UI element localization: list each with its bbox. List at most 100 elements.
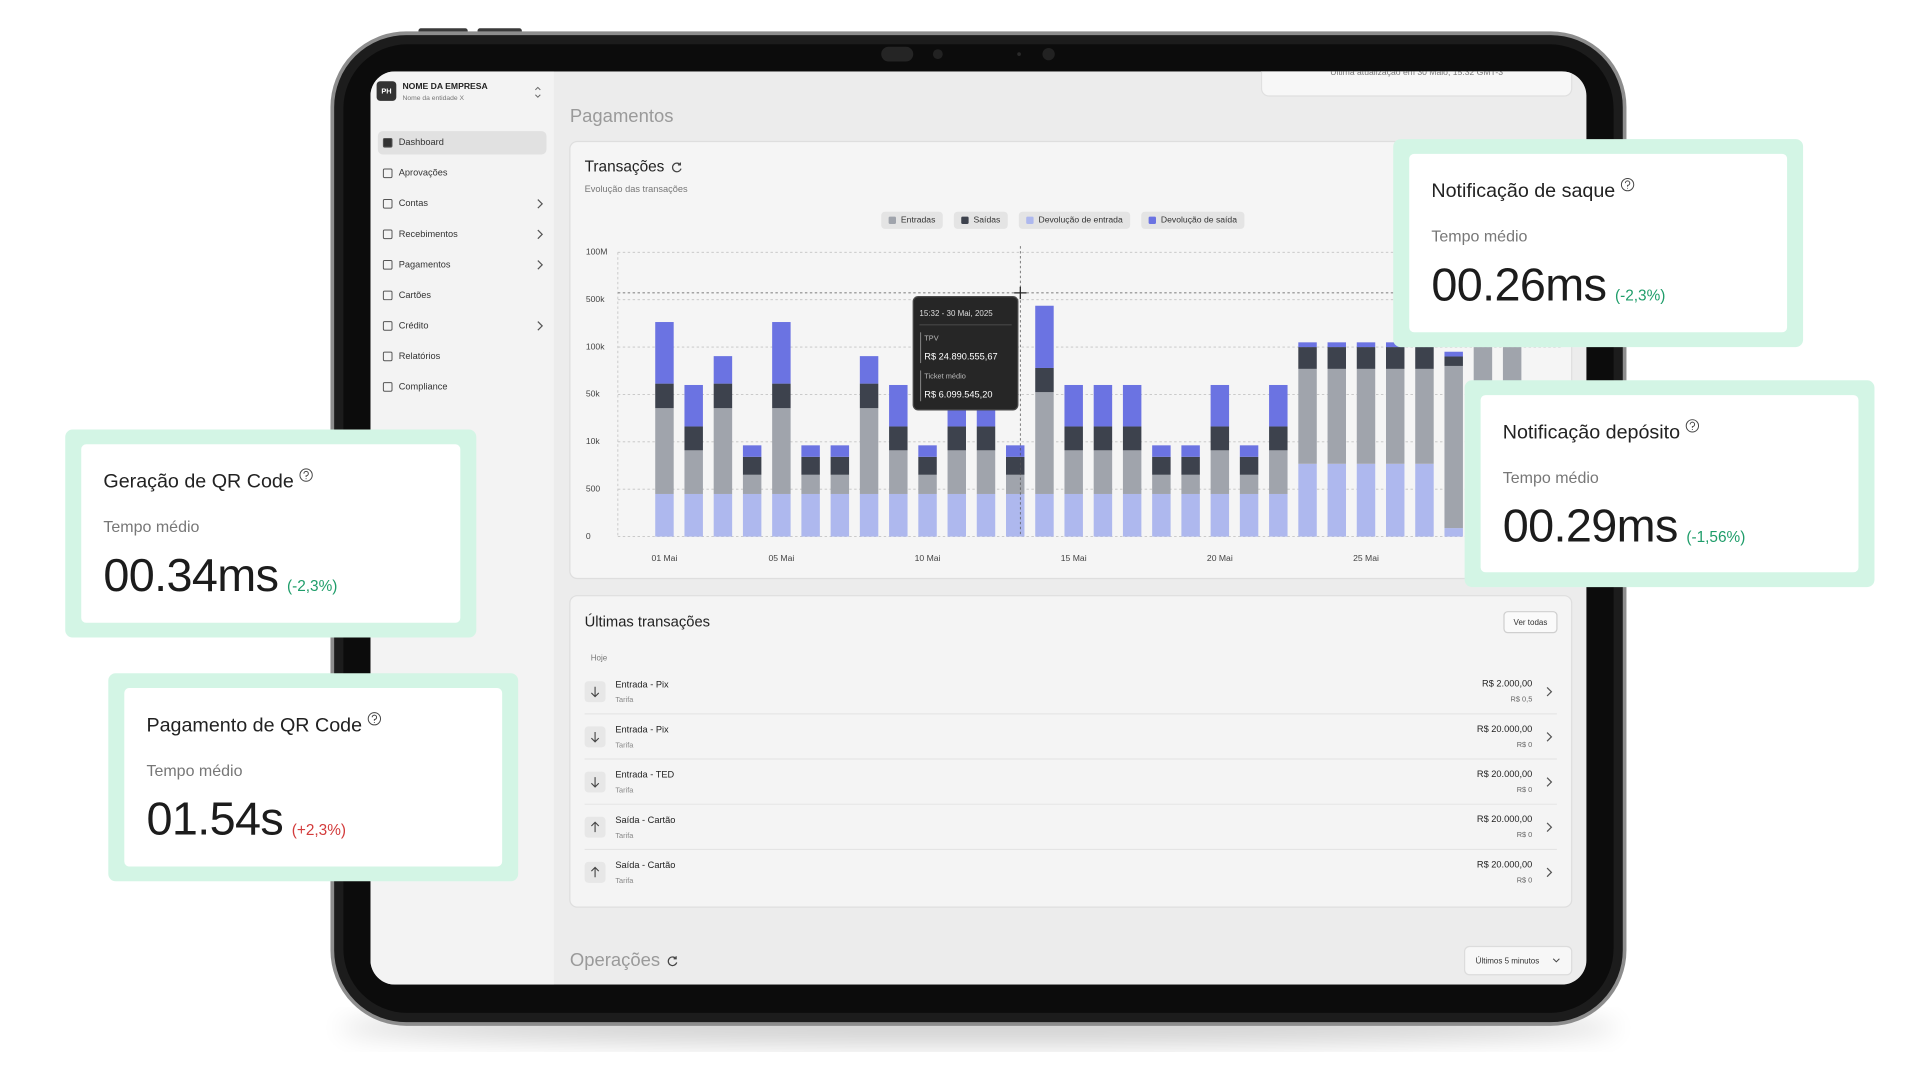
bar-segment bbox=[655, 322, 674, 384]
nav-icon bbox=[382, 229, 393, 240]
button[interactable] bbox=[1503, 611, 1558, 634]
avatar-initials: PH bbox=[381, 87, 391, 96]
bar-segment bbox=[772, 408, 791, 494]
nav-icon bbox=[382, 351, 393, 362]
x-tick-label: 25 Mai bbox=[1353, 553, 1379, 563]
nav-item[interactable]: Compliance bbox=[399, 381, 448, 391]
legend-item: Saídas bbox=[953, 211, 1008, 229]
bar-segment bbox=[1122, 426, 1142, 451]
nav-item[interactable]: Relatórios bbox=[399, 351, 441, 361]
row-chevron bbox=[1546, 777, 1553, 787]
company-name: NOME DA EMPRESA bbox=[402, 81, 487, 91]
bar-segment bbox=[830, 456, 850, 475]
bar-segment bbox=[1035, 392, 1054, 494]
bar-segment bbox=[1093, 493, 1113, 537]
bar-segment bbox=[1181, 493, 1200, 537]
legend-item: Devolução de saída bbox=[1141, 211, 1245, 229]
help-icon bbox=[1620, 177, 1635, 192]
nav-item[interactable]: Cartões bbox=[399, 290, 432, 300]
bar-segment bbox=[1035, 493, 1054, 537]
bar-segment bbox=[801, 474, 820, 494]
legend-pill bbox=[953, 211, 1008, 229]
row-name: Saída - Cartão bbox=[615, 860, 675, 870]
bar-segment bbox=[1298, 347, 1317, 369]
camera-pill bbox=[881, 46, 914, 62]
row-chevron bbox=[1546, 867, 1553, 878]
avatar bbox=[376, 81, 397, 101]
chart-panel bbox=[569, 140, 1573, 580]
bar-segment bbox=[713, 493, 733, 537]
y-tick-label: 100M bbox=[586, 247, 608, 257]
row-chevron bbox=[1546, 732, 1553, 742]
nav-item[interactable]: Aprovações bbox=[399, 168, 448, 178]
button-label[interactable]: Ver todas bbox=[1514, 618, 1548, 627]
bar-segment bbox=[1239, 474, 1259, 494]
transaction-row[interactable]: Entrada - Pix Tarifa R$ 20.000,00 R$ 0 bbox=[584, 724, 1557, 760]
bar-segment bbox=[859, 493, 879, 537]
legend-swatch bbox=[1148, 216, 1156, 224]
bar-segment bbox=[1006, 456, 1025, 475]
bar-segment bbox=[655, 493, 674, 537]
x-tick-label: 05 Mai bbox=[768, 553, 794, 563]
bar-segment bbox=[1006, 445, 1025, 457]
bar-segment bbox=[713, 356, 733, 384]
section-title: Pagamentos bbox=[570, 105, 674, 126]
bar-segment bbox=[772, 493, 791, 537]
x-tick-label: 01 Mai bbox=[652, 553, 678, 563]
help-icon bbox=[1685, 419, 1700, 433]
bar-segment bbox=[742, 493, 762, 537]
bar-segment bbox=[1064, 426, 1083, 451]
nav-icon bbox=[382, 260, 393, 270]
company-switch[interactable] bbox=[535, 86, 541, 98]
transactions-panel bbox=[569, 595, 1573, 908]
nav-item[interactable]: Contas bbox=[399, 198, 429, 208]
bar-segment bbox=[772, 322, 791, 384]
tooltip-time: 15:32 - 30 Mai, 2025 bbox=[919, 309, 993, 318]
bar-segment bbox=[1064, 493, 1083, 537]
bar-segment bbox=[684, 493, 703, 537]
card-body bbox=[81, 444, 461, 623]
transactions-title: Últimas transações bbox=[585, 614, 710, 631]
nav-item[interactable]: Recebimentos bbox=[399, 229, 458, 239]
y-tick-label: 50k bbox=[586, 389, 601, 399]
card-title: Pagamento de QR Code bbox=[146, 714, 362, 736]
card-change: (-2,3%) bbox=[287, 578, 337, 595]
row-sub: Tarifa bbox=[615, 876, 634, 885]
legend-swatch bbox=[888, 216, 896, 224]
transaction-row[interactable]: Entrada - TED Tarifa R$ 20.000,00 R$ 0 bbox=[584, 769, 1557, 805]
row-sub: Tarifa bbox=[615, 786, 634, 795]
nav-active bbox=[377, 131, 547, 155]
bar-segment bbox=[889, 384, 908, 427]
bar-segment bbox=[684, 384, 703, 427]
card-label: Tempo médio bbox=[146, 763, 242, 780]
bar-segment bbox=[1239, 493, 1259, 537]
metric-card: Notificação de saque Tempo médio 00.26ms (-… bbox=[1393, 139, 1804, 348]
row-name: Entrada - Pix bbox=[615, 725, 669, 735]
transaction-row[interactable]: Entrada - Pix Tarifa R$ 2.000,00 R$ 0,5 bbox=[584, 679, 1557, 715]
row-sub: Tarifa bbox=[615, 740, 634, 749]
row-amount: R$ 2.000,00 bbox=[1482, 679, 1532, 689]
bar-segment bbox=[1269, 426, 1288, 451]
bar-segment bbox=[801, 493, 820, 537]
nav-chevron bbox=[537, 321, 544, 331]
bar-segment bbox=[889, 493, 908, 537]
transaction-row[interactable]: Saída - Cartão Tarifa R$ 20.000,00 R$ 0 bbox=[584, 859, 1553, 885]
bar-segment bbox=[1035, 367, 1054, 393]
nav-item[interactable]: Crédito bbox=[399, 320, 429, 330]
filter-label[interactable]: Últimos 5 minutos bbox=[1476, 956, 1540, 965]
nav-icon bbox=[382, 199, 393, 209]
bar-segment bbox=[1415, 347, 1434, 369]
bar-segment bbox=[1006, 474, 1025, 494]
bar-segment bbox=[889, 450, 908, 494]
refresh-icon bbox=[667, 956, 678, 967]
bar-segment bbox=[1006, 493, 1025, 537]
nav-item[interactable]: Pagamentos bbox=[399, 259, 451, 269]
transaction-row[interactable]: Saída - Cartão Tarifa R$ 20.000,00 R$ 0 bbox=[584, 814, 1557, 850]
bar-segment bbox=[1444, 351, 1463, 357]
row-arrow bbox=[590, 777, 600, 788]
card-change: (+2,3%) bbox=[292, 822, 346, 839]
bar-segment bbox=[1356, 342, 1376, 348]
card-title: Notificação depósito bbox=[1503, 421, 1680, 443]
filter-button[interactable] bbox=[1464, 945, 1573, 976]
nav-item[interactable]: Dashboard bbox=[399, 137, 444, 147]
